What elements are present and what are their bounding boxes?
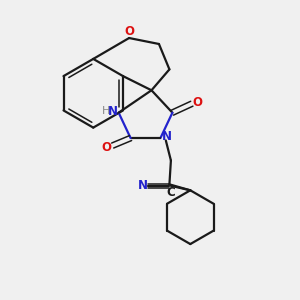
Text: O: O [101,140,111,154]
Text: H: H [102,106,110,116]
Text: N: N [108,105,118,118]
Text: N: N [162,130,172,143]
Text: C: C [166,186,175,199]
Text: N: N [137,179,148,192]
Text: O: O [124,25,134,38]
Text: O: O [193,96,203,109]
